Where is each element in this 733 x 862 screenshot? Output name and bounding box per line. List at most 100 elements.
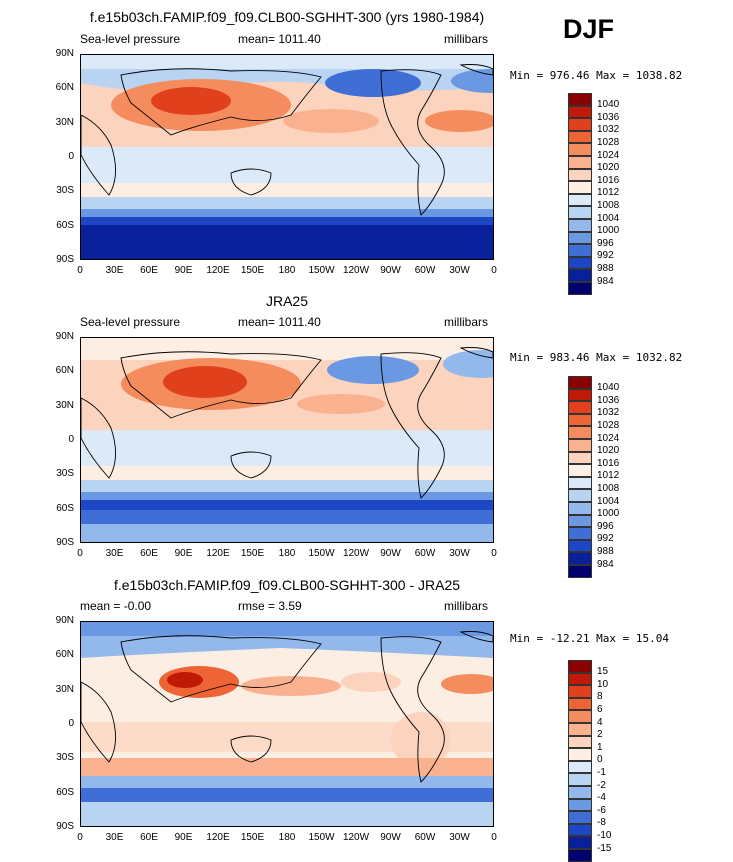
panel-3-xtick: 180 [278, 832, 296, 843]
colorbar-level-label: 8 [597, 691, 603, 703]
colorbar-level-label: 1020 [597, 445, 620, 457]
panel-1-ytick: 60N [55, 82, 74, 94]
colorbar-swatch [568, 735, 592, 749]
panel-1-ytick: 30N [55, 116, 74, 128]
colorbar-swatch [568, 451, 592, 465]
panel-1-band-storm-1 [81, 209, 493, 217]
colorbar-level-label: 1040 [597, 99, 620, 111]
panel-1-ytick: 30S [56, 185, 74, 197]
colorbar-level-label: 1024 [597, 432, 620, 444]
colorbar-swatch [568, 710, 592, 723]
colorbar-swatch [568, 256, 592, 270]
colorbar-swatch [568, 501, 592, 515]
colorbar-swatch [568, 93, 592, 106]
panel-1-xtick: 180 [278, 265, 296, 276]
colorbar-swatch [568, 564, 592, 578]
panel-1-ytick: 0 [68, 151, 74, 162]
panel-1-band-antarctic [81, 225, 493, 259]
panel-1-xtick: 90W [380, 265, 401, 276]
colorbar-swatch [568, 401, 592, 414]
colorbar-swatch [568, 685, 592, 698]
colorbar-level-label: 15 [597, 666, 609, 678]
colorbar-level-label: 992 [597, 533, 614, 545]
panel-2-xtick: 150W [308, 548, 335, 559]
colorbar-level-label: -8 [597, 817, 606, 829]
panel-3-band-storm [81, 788, 493, 802]
panel-3-xtick: 30W [449, 832, 470, 843]
colorbar-swatch [568, 388, 592, 402]
panel-3-xtick: 0 [491, 832, 497, 843]
colorbar-swatch [568, 672, 592, 686]
panel-3-colorbar [568, 660, 592, 862]
panel-1-band-storm-2 [81, 217, 493, 225]
panel-2-band-antarctic [81, 524, 493, 542]
panel-3-xtick: 150W [308, 832, 335, 843]
colorbar-level-label: 984 [597, 275, 614, 287]
panel-2-band-storm-1 [81, 492, 493, 500]
panel-3-ytick: 60N [55, 649, 74, 661]
panel-2-ytick: 30N [55, 399, 74, 411]
panel-1-band-tropics [81, 147, 493, 183]
panel-3-samerica-anomaly [391, 712, 451, 768]
panel-3-band-subtropics-s [81, 758, 493, 776]
panel-2-xtick: 180 [278, 548, 296, 559]
colorbar-level-label: 996 [597, 520, 614, 532]
colorbar-swatch [568, 206, 592, 219]
colorbar-swatch [568, 552, 592, 565]
panel-3-ytick: 90S [56, 821, 74, 832]
colorbar-swatch [568, 722, 592, 736]
panel-2-xtick: 30W [449, 548, 470, 559]
panel-3-tibet-core [167, 672, 203, 688]
colorbar-level-label: 1032 [597, 407, 620, 419]
panel-1-coastlines [81, 64, 493, 216]
panel-2-ytick: 0 [68, 434, 74, 445]
panel-1-left-label: Sea-level pressure [80, 32, 181, 46]
colorbar-level-label: 4 [597, 716, 603, 728]
colorbar-swatch [568, 244, 592, 257]
colorbar-swatch [568, 489, 592, 502]
colorbar-swatch [568, 281, 592, 295]
panel-3-ytick: 90N [55, 615, 74, 626]
panel-2-pacific-high [297, 394, 385, 414]
panel-2-band-midlat-s [81, 480, 493, 492]
colorbar-swatch [568, 231, 592, 245]
season-label: DJF [563, 14, 615, 44]
colorbar-level-label: -4 [597, 792, 606, 804]
colorbar-level-label: 1008 [597, 482, 620, 494]
panel-1-colorbar [568, 93, 592, 295]
panel-2-xtick: 0 [491, 548, 497, 559]
colorbar-level-label: 1 [597, 741, 603, 753]
panel-2-map-svg [81, 338, 493, 542]
colorbar-level-label: 1012 [597, 187, 620, 199]
panel-2-minmax: Min = 983.46 Max = 1032.82 [510, 351, 683, 364]
colorbar-level-label: 988 [597, 262, 614, 274]
panel-1-xtick: 60E [140, 265, 158, 276]
panel-3-band-subpolar [81, 636, 493, 658]
colorbar-swatch [568, 798, 592, 812]
colorbar-level-label: 992 [597, 250, 614, 262]
panel-2-coastlines [81, 347, 493, 499]
colorbar-swatch [568, 836, 592, 849]
colorbar-level-label: 1000 [597, 508, 620, 520]
colorbar-swatch [568, 155, 592, 169]
panel-3-map [80, 621, 494, 827]
panel-2-band-antarctic-coast [81, 510, 493, 524]
colorbar-level-label: -1 [597, 766, 606, 778]
panel-2-map [80, 337, 494, 543]
colorbar-swatch [568, 181, 592, 194]
panel-3-xtick: 90E [174, 832, 193, 843]
colorbar-swatch [568, 464, 592, 477]
colorbar-swatch [568, 811, 592, 824]
panel-2-center-label: mean= 1011.40 [238, 315, 321, 329]
panel-3-ytick: 60S [56, 786, 74, 798]
colorbar-level-label: -10 [597, 829, 612, 841]
colorbar-level-label: -2 [597, 779, 606, 791]
panel-3-ytick: 30N [55, 683, 74, 695]
panel-1-xtick: 90E [174, 265, 193, 276]
colorbar-level-label: 2 [597, 729, 603, 741]
panel-3-atlantic-anomaly [441, 674, 493, 694]
colorbar-swatch [568, 697, 592, 711]
panel-3-map-svg [81, 622, 493, 826]
colorbar-swatch [568, 426, 592, 439]
panel-1-center-label: mean= 1011.40 [238, 32, 321, 46]
